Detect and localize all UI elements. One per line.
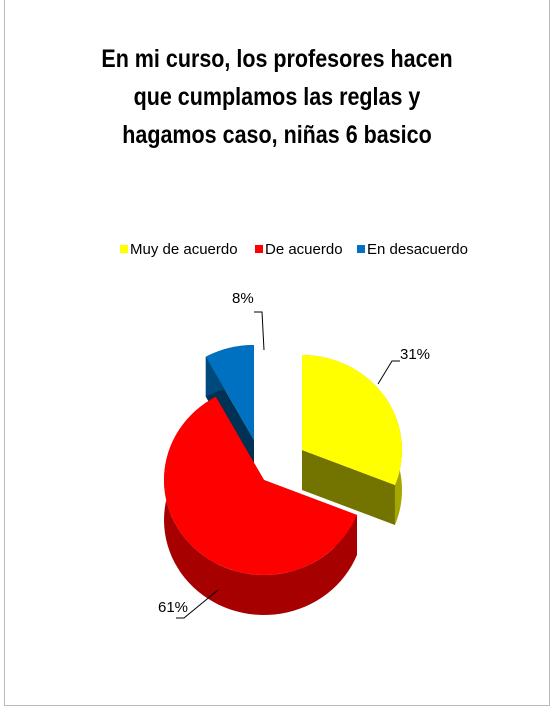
pie-slice [164, 396, 357, 615]
slice-top [302, 355, 402, 485]
slice-top [164, 396, 357, 575]
legend-label: Muy de acuerdo [130, 241, 238, 258]
legend-swatch [120, 245, 128, 253]
legend-label: En desacuerdo [367, 241, 468, 258]
slice-top [205, 345, 254, 440]
data-label: 8% [232, 290, 254, 307]
leader-line [377, 360, 400, 385]
data-label: 61% [158, 599, 188, 616]
pie-slice [302, 355, 402, 525]
data-label: 31% [400, 346, 430, 363]
chart-title: En mi curso, los profesores hacen que cu… [101, 45, 453, 149]
slice-wall [302, 450, 395, 525]
chart-frame [4, 0, 550, 706]
legend-label: De acuerdo [265, 241, 343, 258]
legend-swatch [357, 245, 365, 253]
leader-line [254, 311, 265, 351]
leader-line [176, 589, 219, 619]
legend-swatch [255, 245, 263, 253]
